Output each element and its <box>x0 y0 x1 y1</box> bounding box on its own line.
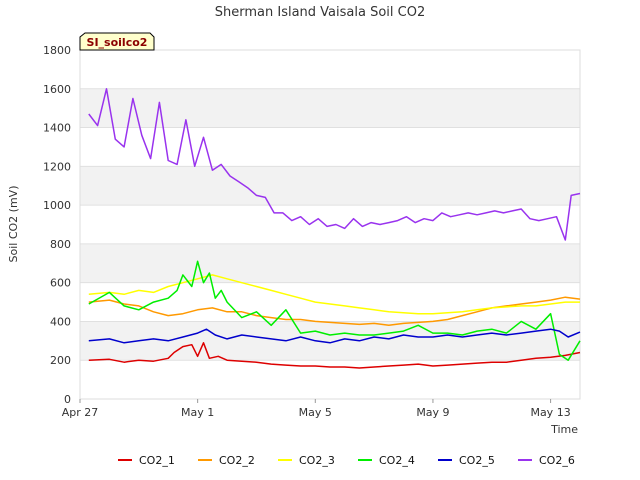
legend-label: CO2_6 <box>539 454 575 467</box>
legend: CO2_1 CO2_2 CO2_3 CO2_4 CO2_5 CO2_6 <box>118 454 575 467</box>
station-tag-label: SI_soilco2 <box>87 36 148 49</box>
y-tick-label: 200 <box>50 354 71 367</box>
grid-band <box>80 88 580 128</box>
legend-label: CO2_1 <box>139 454 175 467</box>
legend-label: CO2_5 <box>459 454 495 467</box>
y-tick-label: 1000 <box>43 199 71 212</box>
y-axis-label: Soil CO2 (mV) <box>7 186 20 263</box>
plot-background <box>80 88 580 361</box>
x-axis-ticks: Apr 27 May 1 May 5 May 9 May 13 <box>62 399 571 419</box>
series-line-co2-3 <box>88 274 580 315</box>
station-tag-box <box>79 32 155 51</box>
y-tick-label: 1400 <box>43 122 71 135</box>
y-tick-label: 1800 <box>43 44 71 57</box>
grid-band <box>80 243 580 283</box>
series-line-co2-4 <box>88 260 581 361</box>
x-tick-label: May 5 <box>299 406 332 419</box>
x-tick-label: May 9 <box>416 406 449 419</box>
y-axis-ticks: 0 200 400 600 800 1000 1200 1400 1600 1800 <box>43 44 71 406</box>
grid-band <box>80 166 580 206</box>
y-tick-label: 0 <box>64 393 71 406</box>
series-line-co2-5 <box>88 328 581 344</box>
chart-title: Sherman Island Vaisala Soil CO2 <box>215 5 425 20</box>
y-tick-label: 800 <box>50 238 71 251</box>
y-tick-label: 600 <box>50 277 71 290</box>
series-lines <box>88 88 581 369</box>
x-axis-label: Time <box>550 423 578 436</box>
x-tick-label: May 1 <box>181 406 214 419</box>
series-line-co2-1 <box>88 342 581 369</box>
station-tag: SI_soilco2 <box>79 32 155 51</box>
plot-area <box>79 49 581 400</box>
legend-label: CO2_2 <box>219 454 255 467</box>
x-tick-label: Apr 27 <box>62 406 99 419</box>
legend-label: CO2_4 <box>379 454 415 467</box>
grid-band <box>80 321 580 361</box>
y-tick-label: 1600 <box>43 83 71 96</box>
x-tick-label: May 13 <box>530 406 570 419</box>
series-line-co2-6 <box>88 88 581 241</box>
y-tick-label: 400 <box>50 315 71 328</box>
y-tick-label: 1200 <box>43 160 71 173</box>
legend-label: CO2_3 <box>299 454 335 467</box>
